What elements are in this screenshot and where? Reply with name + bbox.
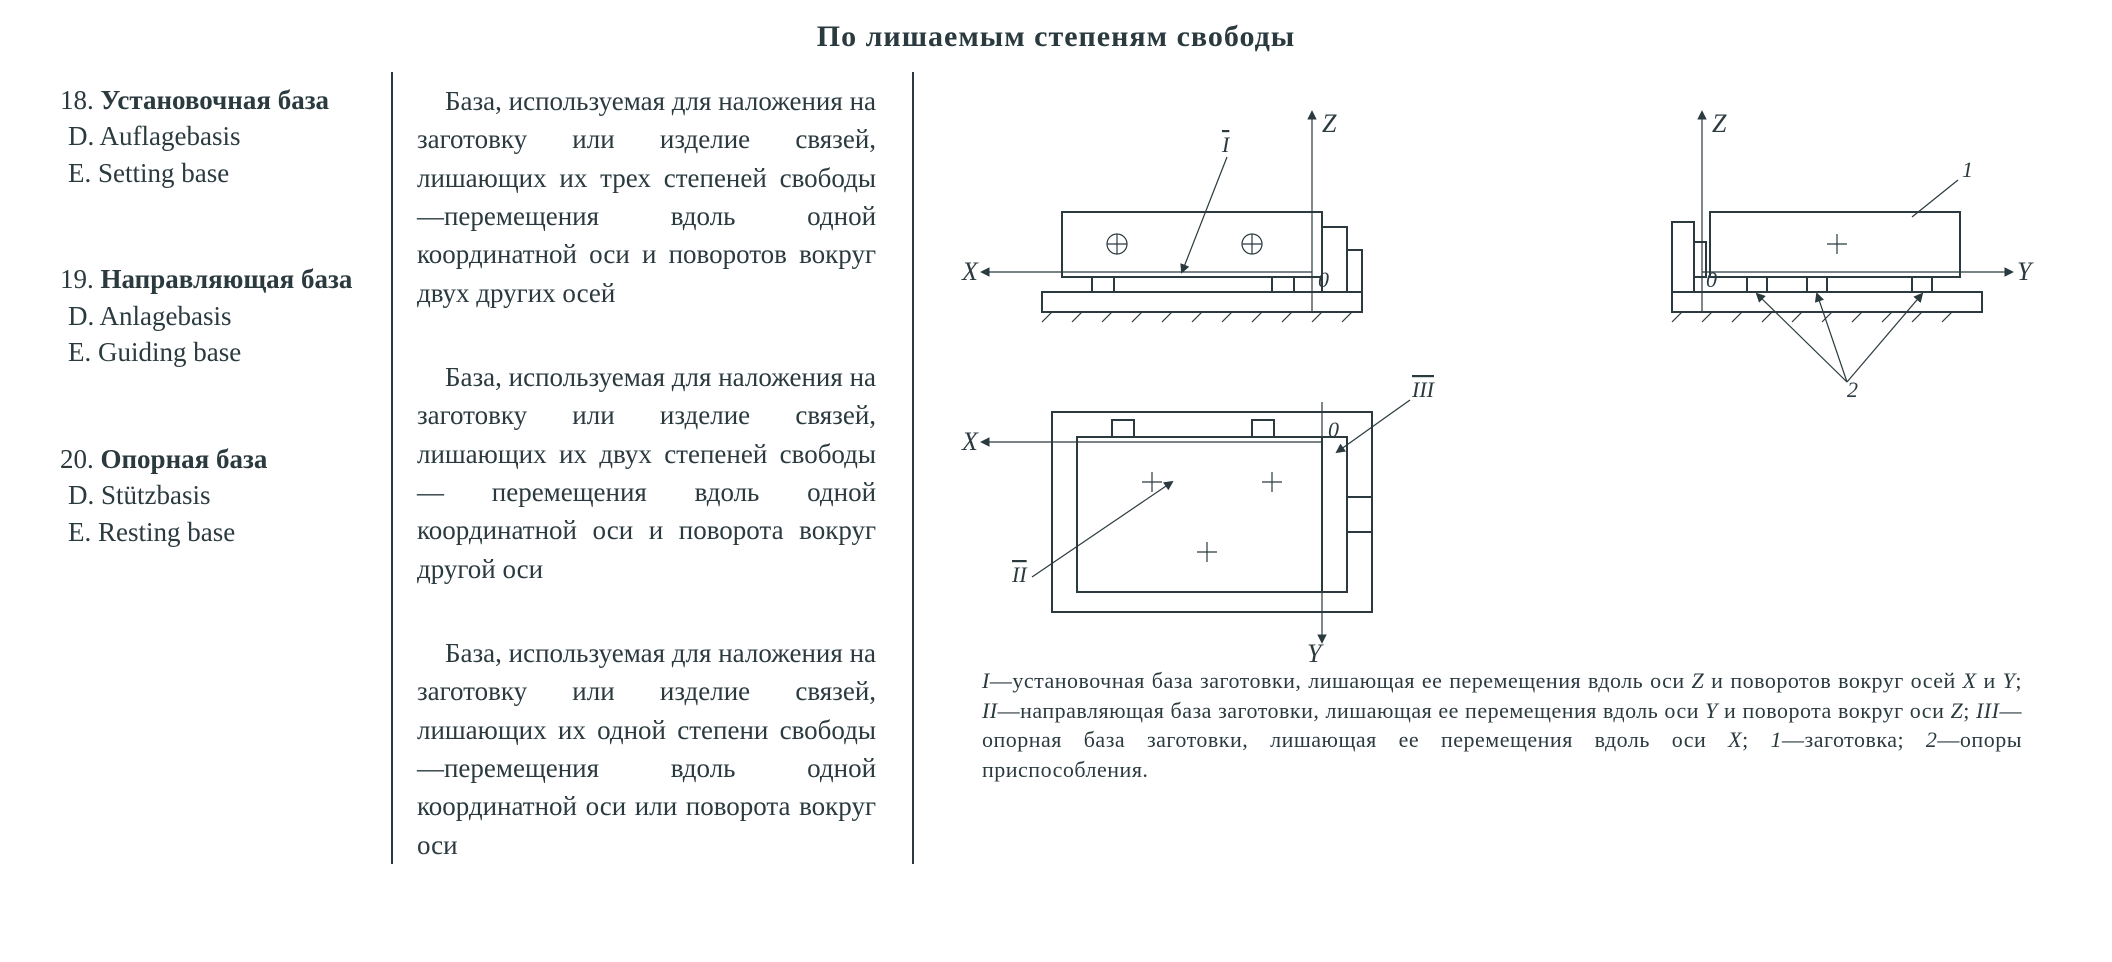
term-en: E. Resting base [68, 514, 353, 550]
definition-18: База, используемая для наложения на заго… [417, 82, 876, 312]
axis-z-label: Z [1322, 109, 1337, 138]
page: По лишаемым степеням свободы 18. Установ… [0, 0, 2112, 962]
term-number: 20. [60, 444, 94, 474]
terms-column: 18. Установочная база D. Auflagebasis E.… [60, 72, 373, 864]
axis-z-label: Z [1712, 109, 1727, 138]
roman-three-label: III [1411, 377, 1436, 402]
term-20: 20. Опорная база D. Stützbasis E. Restin… [60, 441, 353, 550]
term-de: D. Stützbasis [68, 477, 353, 513]
section-heading: По лишаемым степеням свободы [60, 20, 2052, 54]
column-divider [391, 72, 393, 864]
definitions-column: База, используемая для наложения на заго… [411, 72, 894, 864]
axis-y-label: Y [2017, 257, 2034, 286]
engineering-diagram: Z X [952, 82, 2052, 662]
term-18: 18. Установочная база D. Auflagebasis E.… [60, 82, 353, 191]
term-ru: Направляющая база [101, 264, 353, 294]
term-de: D. Auflagebasis [68, 118, 353, 154]
term-de: D. Anlagebasis [68, 298, 353, 334]
term-number: 18. [60, 85, 94, 115]
origin-label: 0 [1318, 267, 1329, 292]
term-ru: Установочная база [101, 85, 330, 115]
definition-20: База, используемая для наложения на заго… [417, 634, 876, 864]
callout-one: 1 [1962, 157, 1973, 182]
term-en: E. Setting base [68, 155, 353, 191]
roman-two-label: II [1011, 562, 1028, 587]
axis-x-label: X [961, 427, 979, 456]
term-number: 19. [60, 264, 94, 294]
definition-19: База, используемая для наложения на заго… [417, 358, 876, 588]
columns-layout: 18. Установочная база D. Auflagebasis E.… [60, 72, 2052, 864]
origin-label: 0 [1328, 417, 1339, 442]
column-divider [912, 72, 914, 864]
term-en: E. Guiding base [68, 334, 353, 370]
figure-column: Z X [932, 72, 2052, 864]
roman-one-label: I [1221, 132, 1231, 157]
axis-y-label: Y [1307, 639, 1324, 662]
term-ru: Опорная база [101, 444, 268, 474]
origin-label: 0 [1706, 267, 1717, 292]
figure-caption: I—установочная база заготовки, лишающая … [952, 662, 2052, 785]
term-19: 19. Направляющая база D. Anlagebasis E. … [60, 261, 353, 370]
axis-x-label: X [961, 257, 979, 286]
